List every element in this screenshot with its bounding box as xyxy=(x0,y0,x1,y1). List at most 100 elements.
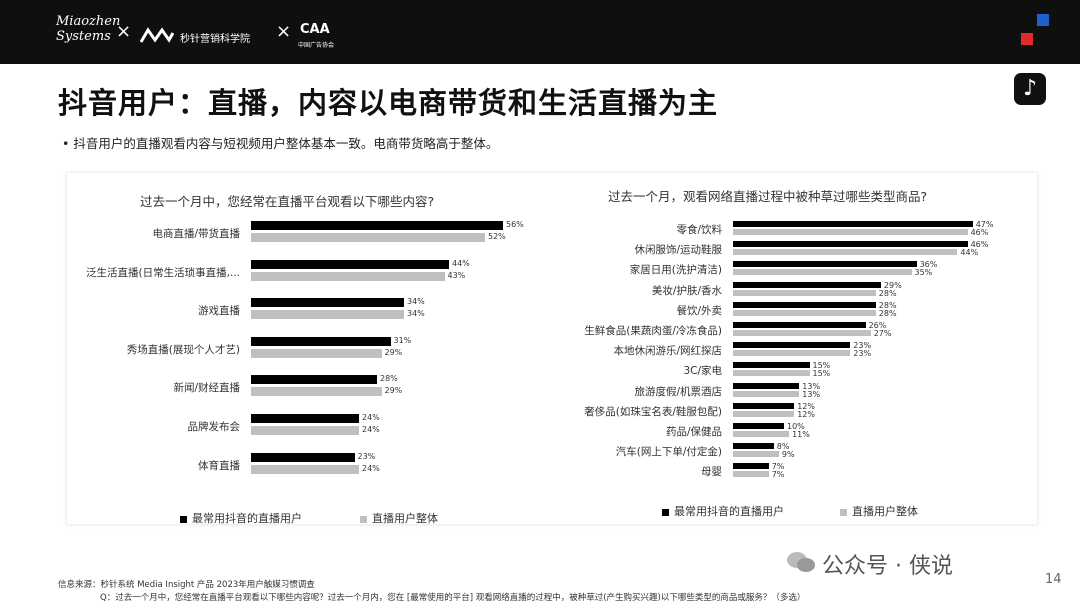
value-label: 46% xyxy=(970,240,989,250)
bar-douyin-users xyxy=(251,259,449,269)
category-label: 药品/保健品 xyxy=(665,426,722,438)
value-label: 13% xyxy=(802,389,821,399)
value-label: 9% xyxy=(781,450,795,460)
bar-all-users xyxy=(733,390,800,397)
red-square-decoration xyxy=(1021,33,1033,45)
bar-all-users xyxy=(251,271,445,281)
bar-all-users xyxy=(733,350,851,357)
bar-douyin-users xyxy=(733,423,784,429)
bar-all-users xyxy=(251,348,382,358)
value-label: 13% xyxy=(802,381,821,391)
value-label: 36% xyxy=(919,260,938,270)
value-label: 10% xyxy=(787,422,805,431)
category-label: 美妆/护肤/香水 xyxy=(651,284,722,297)
category-label: 餐饮/外卖 xyxy=(676,304,722,317)
bar-all-users xyxy=(733,229,968,235)
legend-item: 最常用抖音的直播用户 xyxy=(662,503,784,519)
value-label: 47% xyxy=(975,220,994,229)
category-label: 母婴 xyxy=(701,466,722,479)
bar-all-users xyxy=(251,426,359,435)
value-label: 46% xyxy=(970,228,989,237)
category-label: 旅游度假/机票酒店 xyxy=(634,385,722,398)
value-label: 24% xyxy=(362,463,380,473)
value-label: 44% xyxy=(452,258,470,268)
value-label: 34% xyxy=(407,309,425,319)
mi-logo-icon xyxy=(140,27,174,43)
wechat-icon xyxy=(787,552,815,572)
value-label: 29% xyxy=(384,386,403,396)
legend-item: 直播用户整体 xyxy=(840,503,918,519)
value-label: 34% xyxy=(407,297,425,307)
bar-douyin-users xyxy=(251,452,355,462)
bar-all-users xyxy=(733,309,876,316)
bar-all-users xyxy=(733,471,769,478)
bar-all-users xyxy=(733,431,790,437)
caa-logo: CAA xyxy=(300,22,330,37)
bar-all-users xyxy=(733,289,876,296)
legend-swatch xyxy=(662,508,669,516)
bar-all-users xyxy=(733,249,958,256)
bar-douyin-users xyxy=(733,301,876,308)
summary-bullet: • 抖音用户的直播观看内容与短视频用户整体基本一致。电商带货略高于整体。 xyxy=(62,136,499,151)
source-note: 信息来源：秒针系统 Media Insight 产品 2023年用户触媒习惯调查 xyxy=(58,580,315,590)
bar-all-users xyxy=(251,464,359,474)
category-label: 奢侈品(如珠宝名表/鞋服包配) xyxy=(584,405,722,418)
bar-douyin-users xyxy=(251,298,404,308)
value-label: 31% xyxy=(393,335,412,345)
bar-all-users xyxy=(733,370,810,377)
value-label: 24% xyxy=(362,425,380,434)
value-label: 28% xyxy=(878,308,897,318)
value-label: 28% xyxy=(878,300,897,310)
category-label: 家居日用(洗护清洁) xyxy=(629,264,722,277)
partner-name: 秒针营销科学院 xyxy=(180,34,250,45)
category-label: 体育直播 xyxy=(198,459,240,472)
bar-douyin-users xyxy=(733,342,851,349)
value-label: 8% xyxy=(776,442,790,452)
legend-swatch xyxy=(360,515,367,523)
value-label: 12% xyxy=(797,409,815,419)
value-label: 12% xyxy=(797,401,815,411)
value-label: 23% xyxy=(853,341,872,351)
page-title: 抖音用户：直播，内容以电商带货和生活直播为主 xyxy=(58,86,719,120)
legend-swatch xyxy=(180,515,187,523)
watermark: 公众号 · 侠说 xyxy=(822,554,953,579)
value-label: 24% xyxy=(362,413,380,422)
bar-all-users xyxy=(251,233,485,242)
value-label: 23% xyxy=(357,451,376,461)
bar-douyin-users xyxy=(733,402,795,409)
value-label: 28% xyxy=(380,374,398,384)
bar-all-users xyxy=(733,410,795,417)
value-label: 11% xyxy=(792,430,810,439)
category-label: 泛生活直播(日常生活琐事直播,... xyxy=(86,266,240,279)
tiktok-logo-icon: ♪ xyxy=(1014,73,1046,105)
bar-douyin-users xyxy=(733,241,968,248)
bar-douyin-users xyxy=(733,382,800,389)
category-label: 本地休闲游乐/网红探店 xyxy=(613,345,722,358)
legend-label: 最常用抖音的直播用户 xyxy=(192,512,302,525)
bar-douyin-users xyxy=(733,362,810,369)
category-label: 品牌发布会 xyxy=(187,421,241,433)
category-label: 游戏直播 xyxy=(198,305,240,318)
category-label: 休闲服饰/运动鞋服 xyxy=(634,244,722,257)
chart-title: 过去一个月中，您经常在直播平台观看以下哪些内容? xyxy=(140,194,435,209)
value-label: 56% xyxy=(506,220,524,229)
value-label: 29% xyxy=(883,280,902,290)
legend-label: 直播用户整体 xyxy=(372,512,438,525)
value-label: 15% xyxy=(812,361,831,371)
bar-douyin-users xyxy=(733,463,769,470)
bar-douyin-users xyxy=(733,261,917,268)
value-label: 28% xyxy=(878,288,897,298)
bar-douyin-users xyxy=(733,443,774,450)
top-banner: Miaozhen Systems × 秒针营销科学院 × CAA 中国广告协会 xyxy=(0,0,1080,64)
legend-swatch xyxy=(840,508,847,516)
legend-label: 直播用户整体 xyxy=(852,505,918,518)
caa-subtitle: 中国广告协会 xyxy=(298,42,335,49)
bar-douyin-users xyxy=(251,375,377,385)
bar-all-users xyxy=(251,310,404,320)
category-label: 生鲜食品(果蔬肉蛋/冷冻食品) xyxy=(584,325,722,337)
bar-all-users xyxy=(733,330,871,336)
blue-square-decoration xyxy=(1037,14,1049,26)
category-label: 秀场直播(展现个人才艺) xyxy=(126,343,240,356)
bar-all-users xyxy=(733,451,779,458)
value-label: 7% xyxy=(771,470,785,480)
